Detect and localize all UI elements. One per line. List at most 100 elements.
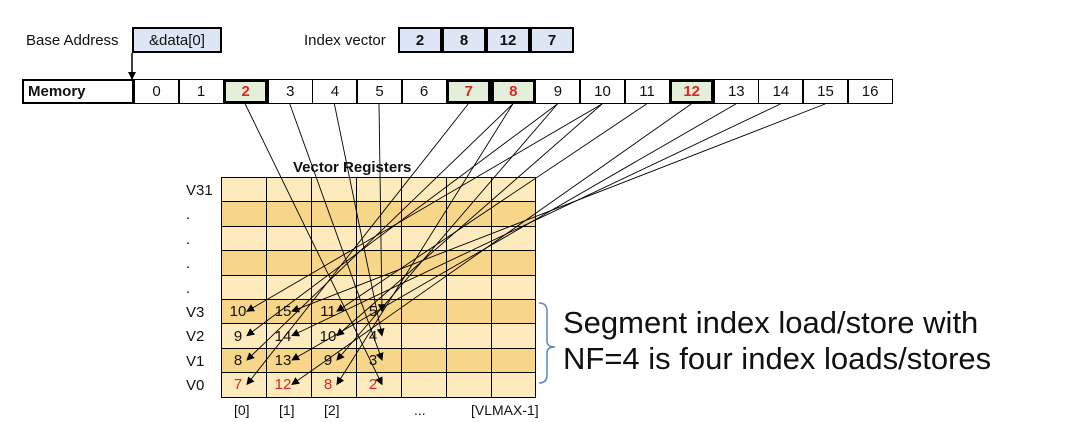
brace-icon	[538, 302, 556, 384]
register-cell: 10	[221, 299, 267, 325]
register-value: 3	[368, 351, 378, 369]
memory-cell: 8	[490, 79, 536, 104]
register-cell: 7	[221, 372, 267, 398]
vector-registers-title: Vector Registers	[293, 159, 412, 176]
register-cell	[401, 372, 447, 398]
memory-cell: 9	[535, 79, 581, 104]
gather-arrow	[333, 103, 385, 337]
register-row-label: V0	[186, 377, 205, 395]
index-vector-cell: 12	[486, 27, 530, 53]
register-cell: 8	[311, 372, 357, 398]
register-column-label: [2]	[324, 402, 340, 418]
register-value: 14	[274, 327, 292, 345]
index-vector-cell: 2	[398, 27, 442, 53]
memory-cell: 0	[134, 79, 179, 104]
memory-cell: 13	[713, 79, 759, 104]
memory-cell: 4	[312, 79, 358, 104]
register-row-label: V2	[186, 328, 205, 346]
register-value: 5	[368, 303, 378, 321]
register-value: 12	[274, 376, 292, 394]
register-column-label: [1]	[279, 402, 295, 418]
gather-arrow	[244, 103, 383, 386]
gather-arrow	[336, 103, 603, 337]
index-vector-cell: 7	[530, 27, 574, 53]
register-row-label: V3	[186, 304, 205, 321]
memory-cell: 16	[847, 79, 893, 104]
caption-line-1: Segment index load/store with	[563, 305, 979, 340]
register-row-label: .	[186, 279, 191, 297]
register-cell	[221, 177, 267, 203]
memory-cell: 5	[357, 79, 402, 104]
register-value: 11	[320, 303, 336, 321]
register-row-label: V1	[186, 352, 205, 370]
index-vector-cell: 8	[442, 27, 486, 53]
base-address-box: &data[0]	[132, 27, 222, 53]
memory-cell: 10	[580, 79, 625, 104]
gather-arrow	[336, 103, 558, 361]
register-row-label: .	[186, 255, 191, 273]
register-row-label: .	[186, 230, 191, 248]
gather-arrow	[289, 103, 384, 361]
register-value: 9	[323, 351, 333, 369]
register-column-label: ...	[414, 402, 426, 418]
register-cell	[491, 201, 536, 227]
register-row-label: .	[186, 206, 191, 224]
register-cell: 14	[266, 323, 312, 349]
register-cell: 12	[266, 372, 312, 398]
caption-line-2: NF=4 is four index loads/stores	[563, 341, 992, 376]
register-value: 8	[233, 351, 243, 369]
register-cell	[311, 201, 357, 227]
memory-cell: 7	[446, 79, 492, 104]
register-cell	[401, 201, 447, 227]
memory-cell: 3	[267, 79, 313, 104]
gather-arrow	[291, 103, 737, 361]
base-address-value: &data[0]	[149, 31, 205, 49]
gather-arrow	[291, 103, 692, 385]
memory-cell: 6	[401, 79, 447, 104]
register-cell	[311, 177, 357, 203]
memory-cell: 14	[758, 79, 804, 104]
register-cell	[266, 201, 312, 227]
memory-cell: 15	[803, 79, 848, 104]
register-cell	[266, 177, 312, 203]
register-value: 9	[233, 327, 243, 345]
segment-arrows	[244, 103, 826, 386]
register-value: 2	[368, 376, 378, 394]
gather-arrow	[246, 103, 469, 386]
memory-cell: 2	[223, 79, 269, 104]
gather-arrow	[377, 103, 386, 313]
register-cell	[401, 225, 447, 252]
gather-arrow	[336, 103, 514, 386]
memory-label-text: Memory	[28, 83, 86, 100]
gather-arrow	[246, 103, 558, 337]
register-column-label: [0]	[234, 402, 250, 418]
register-cell	[356, 201, 402, 227]
gather-arrow	[291, 103, 781, 337]
gather-arrow	[246, 103, 603, 312]
memory-label: Memory	[22, 79, 134, 104]
register-value: 15	[274, 303, 292, 321]
memory-cell: 12	[669, 79, 715, 104]
register-cell	[311, 225, 357, 252]
gather-arrow	[246, 103, 514, 361]
gather-arrow	[291, 103, 826, 313]
memory-cell: 1	[178, 79, 224, 104]
register-cell	[446, 323, 492, 349]
register-column-label: [VLMAX-1]	[471, 402, 539, 418]
gather-arrow	[336, 103, 647, 312]
base-address-label: Base Address	[26, 32, 119, 49]
register-value: 13	[274, 351, 292, 369]
register-cell	[401, 323, 447, 349]
register-value: 10	[229, 303, 247, 321]
register-value: 10	[319, 327, 337, 345]
register-cell	[491, 225, 536, 252]
register-cell	[311, 274, 357, 300]
memory-cell: 11	[624, 79, 670, 104]
register-value: 7	[233, 376, 243, 394]
register-cell	[491, 372, 536, 398]
register-value: 8	[323, 376, 333, 394]
register-cell: 13	[266, 347, 312, 374]
index-vector-label: Index vector	[304, 32, 386, 49]
register-row-label: V31	[186, 182, 213, 199]
